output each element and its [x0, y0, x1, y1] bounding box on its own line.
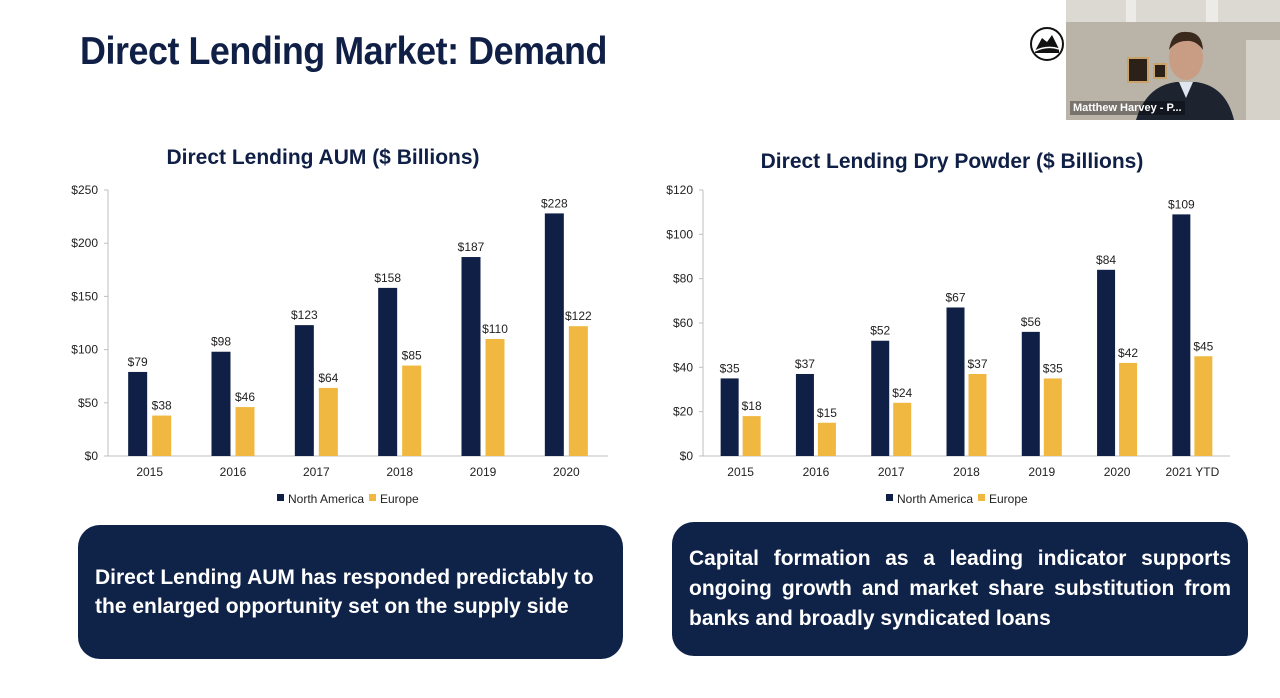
- data-label: $67: [945, 290, 965, 304]
- y-tick-label: $100: [666, 227, 693, 241]
- x-tick-label: 2015: [727, 465, 754, 479]
- y-tick-label: $80: [673, 272, 693, 286]
- data-label: $35: [1043, 361, 1063, 375]
- legend-swatch-north-america: [277, 494, 284, 501]
- bar-europe: [568, 326, 588, 456]
- data-label: $15: [817, 406, 837, 420]
- dry-powder-callout-box: Capital formation as a leading indicator…: [672, 522, 1248, 656]
- bar-north-america: [1097, 269, 1116, 456]
- aum-chart: Direct Lending AUM ($ Billions) $0 $50 $100…: [71, 146, 608, 506]
- data-label: $45: [1193, 339, 1213, 353]
- bar-europe: [1119, 362, 1138, 456]
- chart-title: Direct Lending AUM ($ Billions): [166, 146, 479, 169]
- data-label: $84: [1096, 253, 1116, 267]
- x-tick-label: 2016: [220, 465, 247, 479]
- x-tick-label: 2019: [470, 465, 497, 479]
- y-tick-label: $50: [78, 396, 98, 410]
- bar-europe: [968, 373, 987, 456]
- legend-label: Europe: [989, 492, 1028, 506]
- x-tick-label: 2017: [303, 465, 330, 479]
- bar-north-america: [544, 213, 564, 456]
- data-label: $64: [318, 371, 338, 385]
- legend-swatch-north-america: [886, 494, 893, 501]
- data-label: $24: [892, 386, 912, 400]
- legend-swatch-europe: [978, 494, 985, 501]
- legend-label: North America: [897, 492, 973, 506]
- y-tick-label: $120: [666, 183, 693, 197]
- bar-north-america: [795, 373, 814, 456]
- y-tick-label: $250: [71, 183, 98, 197]
- bar-north-america: [128, 371, 148, 456]
- webcam-participant-name: Matthew Harvey - P...: [1070, 101, 1185, 115]
- webcam-video-tile[interactable]: [1066, 0, 1280, 120]
- bar-europe: [742, 416, 761, 456]
- data-label: $52: [870, 324, 890, 338]
- data-label: $35: [720, 361, 740, 375]
- x-tick-label: 2017: [878, 465, 905, 479]
- bar-north-america: [871, 340, 890, 456]
- data-label: $18: [742, 399, 762, 413]
- aum-callout-box: Direct Lending AUM has responded predict…: [78, 525, 623, 659]
- y-tick-label: $60: [673, 316, 693, 330]
- x-tick-label: 2018: [386, 465, 413, 479]
- prudential-rock-logo: [1030, 27, 1064, 61]
- data-label: $98: [211, 335, 231, 349]
- bar-europe: [485, 338, 505, 456]
- data-label: $228: [541, 196, 568, 210]
- chart-title: Direct Lending Dry Powder ($ Billions): [761, 150, 1144, 173]
- bar-europe: [402, 365, 422, 456]
- slide-title: Direct Lending Market: Demand: [80, 30, 607, 73]
- data-label: $187: [458, 240, 485, 254]
- data-label: $123: [291, 308, 318, 322]
- data-label: $46: [235, 390, 255, 404]
- x-tick-label: 2020: [553, 465, 580, 479]
- x-tick-label: 2015: [136, 465, 163, 479]
- bar-north-america: [378, 287, 398, 456]
- bar-north-america: [1172, 214, 1191, 456]
- y-tick-label: $40: [673, 360, 693, 374]
- bar-north-america: [294, 325, 314, 456]
- data-label: $79: [128, 355, 148, 369]
- y-tick-label: $20: [673, 405, 693, 419]
- x-tick-label: 2016: [803, 465, 830, 479]
- bar-europe: [1194, 356, 1213, 456]
- bar-europe: [235, 407, 255, 456]
- webcam-video-feed: [1066, 0, 1280, 120]
- bar-north-america: [461, 257, 481, 456]
- bar-europe: [817, 422, 836, 456]
- data-label: $122: [565, 309, 592, 323]
- y-tick-label: $150: [71, 289, 98, 303]
- y-tick-label: $200: [71, 236, 98, 250]
- bar-north-america: [211, 351, 231, 456]
- legend-label: Europe: [380, 492, 419, 506]
- x-tick-label: 2021 YTD: [1165, 465, 1219, 479]
- bar-north-america: [720, 378, 739, 456]
- x-tick-label: 2020: [1104, 465, 1131, 479]
- dry-powder-chart: Direct Lending Dry Powder ($ Billions) $0…: [666, 150, 1230, 506]
- data-label: $158: [374, 271, 401, 285]
- data-label: $110: [482, 322, 508, 336]
- data-label: $37: [795, 357, 815, 371]
- y-tick-label: $0: [85, 449, 99, 463]
- legend-swatch-europe: [369, 494, 376, 501]
- bar-europe: [152, 415, 172, 456]
- bar-north-america: [946, 307, 965, 456]
- y-tick-label: $100: [71, 343, 98, 357]
- data-label: $85: [402, 349, 422, 363]
- data-label: $38: [152, 399, 172, 413]
- legend-label: North America: [288, 492, 364, 506]
- dry-powder-callout-text: Capital formation as a leading indicator…: [689, 547, 1231, 630]
- data-label: $42: [1118, 346, 1138, 360]
- x-tick-label: 2018: [953, 465, 980, 479]
- data-label: $37: [967, 357, 987, 371]
- bar-europe: [893, 402, 912, 456]
- y-tick-label: $0: [680, 449, 694, 463]
- bar-europe: [1043, 378, 1062, 456]
- data-label: $109: [1168, 197, 1195, 211]
- data-label: $56: [1021, 315, 1041, 329]
- aum-callout-text: Direct Lending AUM has responded predict…: [95, 566, 594, 618]
- x-tick-label: 2019: [1028, 465, 1055, 479]
- bar-europe: [318, 387, 338, 456]
- bar-north-america: [1021, 331, 1040, 456]
